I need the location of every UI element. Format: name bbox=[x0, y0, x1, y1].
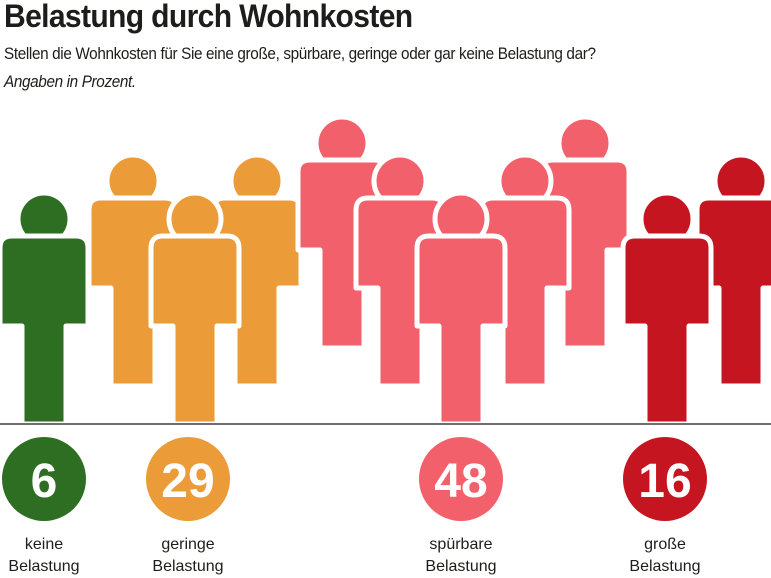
person-figure bbox=[694, 152, 771, 389]
category-label-line1: geringe bbox=[161, 536, 214, 553]
value-badge bbox=[146, 437, 230, 521]
person-figure bbox=[414, 190, 508, 427]
person-body bbox=[0, 233, 91, 427]
category-label-line2: Belastung bbox=[152, 558, 223, 575]
chart-note: Angaben in Prozent. bbox=[4, 72, 136, 91]
category-badge: 16 große Belastung bbox=[623, 437, 707, 575]
person-body bbox=[620, 233, 714, 427]
category-label-line2: Belastung bbox=[425, 558, 496, 575]
category-badge: 6 keine Belastung bbox=[2, 437, 86, 575]
person-body bbox=[694, 195, 771, 389]
chart-subtitle: Stellen die Wohnkosten für Sie eine groß… bbox=[4, 44, 596, 63]
person-figure bbox=[148, 190, 242, 427]
category-badge: 48 spürbare Belastung bbox=[419, 437, 503, 575]
category-label-line2: Belastung bbox=[8, 558, 79, 575]
person-figure bbox=[0, 190, 91, 427]
chart-title: Belastung durch Wohnkosten bbox=[4, 0, 413, 34]
category-label-line1: keine bbox=[25, 536, 63, 553]
category-badge: 29 geringe Belastung bbox=[146, 437, 230, 575]
badges-layer: 6 keine Belastung 29 geringe Belastung 48 spürb… bbox=[2, 437, 707, 575]
value-badge bbox=[419, 437, 503, 521]
value-label: 29 bbox=[161, 455, 214, 508]
value-label: 16 bbox=[638, 455, 691, 508]
category-label-line2: Belastung bbox=[629, 558, 700, 575]
value-badge bbox=[2, 437, 86, 521]
value-badge bbox=[623, 437, 707, 521]
value-label: 6 bbox=[31, 455, 58, 508]
person-body bbox=[414, 233, 508, 427]
person-body bbox=[148, 233, 242, 427]
value-label: 48 bbox=[434, 455, 487, 508]
category-label-line1: große bbox=[644, 536, 686, 553]
figures-layer bbox=[0, 114, 771, 427]
person-figure bbox=[353, 152, 447, 389]
category-label-line1: spürbare bbox=[429, 536, 492, 553]
